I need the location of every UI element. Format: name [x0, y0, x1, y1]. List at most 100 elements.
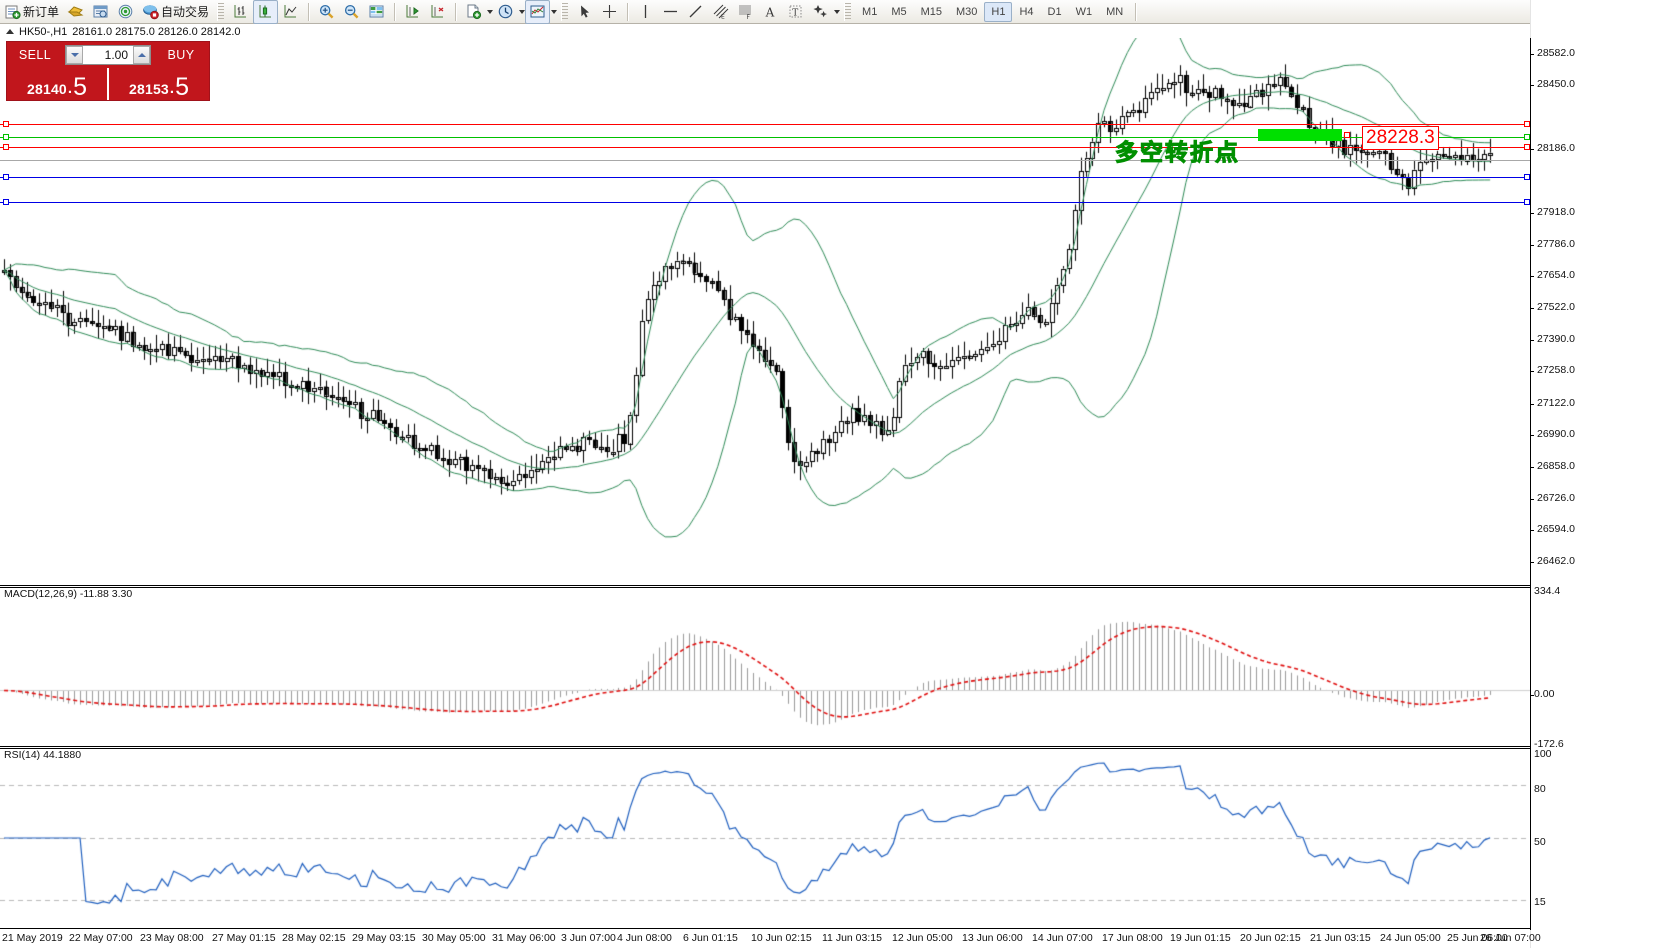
pivot-highlight-bar[interactable] — [1258, 129, 1342, 141]
volume-increase-button[interactable] — [133, 46, 150, 64]
equidistant-channel-button[interactable]: E — [708, 0, 733, 24]
chart-shift-button[interactable] — [400, 0, 425, 24]
buy-price-fraction: 5 — [175, 73, 189, 101]
timeframe-m5[interactable]: M5 — [891, 5, 907, 18]
text-label-icon: T — [789, 5, 802, 19]
callout-handle[interactable] — [1344, 132, 1350, 138]
indicators-button[interactable] — [525, 0, 551, 24]
trendline-button[interactable] — [683, 0, 708, 24]
fibonacci-icon: F — [739, 5, 752, 20]
period-button[interactable] — [493, 0, 518, 24]
price-tick — [1531, 371, 1534, 373]
chart-grid-button[interactable] — [364, 0, 389, 24]
chart-shift-icon — [406, 5, 419, 18]
sell-button[interactable]: 28140 . 5 — [7, 68, 109, 100]
volume-value[interactable]: 1.00 — [104, 48, 128, 62]
fibonacci-button[interactable]: F — [733, 0, 758, 24]
horizontal-line-button[interactable] — [658, 0, 683, 24]
level-handle-27955-right[interactable] — [1524, 199, 1530, 205]
timeframe-mn[interactable]: MN — [1106, 5, 1124, 18]
price-tick — [1531, 562, 1534, 563]
price-tick — [1531, 85, 1534, 87]
macd-indicator-label: MACD(12,26,9) -11.88 3.30 — [4, 588, 133, 600]
level-handle-27955-left[interactable] — [3, 199, 9, 205]
cursor-icon — [581, 5, 590, 18]
period-dropdown-caret[interactable] — [519, 9, 526, 14]
sell-price-fraction: 5 — [73, 73, 87, 101]
chart-ohlc-values: 28161.0 28175.0 28126.0 28142.0 — [72, 25, 241, 38]
buy-label[interactable]: BUY — [167, 48, 195, 62]
pivot-line-28228[interactable] — [0, 137, 1530, 138]
zoom-out-button[interactable] — [339, 0, 364, 24]
crosshair-button[interactable] — [597, 0, 622, 24]
buy-button[interactable]: 28153 . 5 — [109, 68, 209, 100]
resistance-line-28400[interactable] — [0, 124, 1530, 125]
toolbar-divider — [308, 2, 310, 21]
timeframe-w1[interactable]: W1 — [1075, 5, 1093, 18]
volume-decrease-button[interactable] — [66, 46, 83, 64]
level-handle-28067-left[interactable] — [3, 174, 9, 180]
zoom-in-button[interactable] — [314, 0, 339, 24]
time-axis-label: 3 Jun 07:00 — [561, 932, 616, 944]
price-tick — [1531, 498, 1534, 500]
one-click-trading-panel[interactable]: SELL 1.00 BUY 28140 . 5 28153 . 5 — [6, 41, 210, 101]
text-label-button[interactable]: T — [783, 0, 808, 24]
shapes-dropdown-caret[interactable] — [834, 9, 841, 14]
text-button[interactable]: A — [758, 0, 783, 24]
timeframe-d1[interactable]: D1 — [1047, 5, 1062, 18]
signals-button[interactable] — [113, 0, 138, 24]
volume-stepper[interactable]: 1.00 — [65, 45, 151, 65]
price-scale-panel[interactable] — [1530, 0, 1661, 948]
chart-area[interactable]: MACD(12,26,9) -11.88 3.30 RSI(14) 44.188… — [0, 38, 1661, 930]
macd-tick-label: -172.6 — [1534, 738, 1564, 750]
templates-button[interactable] — [461, 0, 486, 24]
bar-chart-icon — [234, 5, 247, 18]
indicators-dropdown-caret[interactable] — [551, 9, 558, 14]
new-order-label: 新订单 — [23, 5, 60, 19]
price-tick-label: 26858.0 — [1537, 460, 1575, 473]
templates-dropdown-caret[interactable] — [487, 9, 494, 14]
support-line-27955[interactable] — [0, 202, 1530, 203]
time-axis-label: 29 May 03:15 — [352, 932, 416, 944]
chart-canvas[interactable] — [0, 38, 1661, 930]
shapes-button[interactable] — [808, 0, 833, 24]
timeframe-m15[interactable]: M15 — [920, 5, 942, 18]
period-icon — [498, 4, 513, 19]
text-icon: A — [765, 6, 775, 20]
price-tick-label: 26594.0 — [1537, 523, 1575, 536]
pivot-annotation-text[interactable]: 多空转折点 — [1115, 140, 1240, 167]
auto-trading-button[interactable]: 自动交易 — [138, 0, 213, 24]
collapse-triangle-icon[interactable] — [6, 29, 14, 34]
line-chart-button[interactable] — [278, 0, 303, 24]
timeframe-m30[interactable]: M30 — [956, 5, 978, 18]
level-handle-28400-right[interactable] — [1524, 121, 1530, 127]
expert-advisors-button[interactable] — [63, 0, 88, 24]
auto-scroll-button[interactable] — [425, 0, 450, 24]
price-tick-label: 28582.0 — [1537, 46, 1575, 59]
level-handle-28400-left[interactable] — [3, 121, 9, 127]
level-handle-28308-left[interactable] — [3, 144, 9, 150]
bar-chart-button[interactable] — [228, 0, 253, 24]
timeframe-h4[interactable]: H4 — [1019, 5, 1034, 18]
sell-label[interactable]: SELL — [18, 48, 52, 62]
level-handle-28308-right[interactable] — [1524, 144, 1530, 150]
resistance-line-28308[interactable] — [0, 147, 1530, 148]
level-handle-28228-left[interactable] — [3, 134, 9, 140]
new-order-button[interactable]: 新订单 — [0, 0, 63, 24]
data-window-button[interactable] — [88, 0, 113, 24]
expert-advisors-icon — [67, 6, 84, 17]
timeframe-m1[interactable]: M1 — [862, 5, 878, 18]
level-handle-28228-right[interactable] — [1524, 134, 1530, 140]
pivot-callout-box[interactable]: 28228.3 — [1362, 126, 1439, 150]
vertical-line-button[interactable] — [633, 0, 658, 24]
trendline-icon — [689, 5, 702, 18]
price-tick — [1531, 403, 1534, 405]
cursor-button[interactable] — [572, 0, 597, 24]
candlestick-chart-button[interactable] — [253, 0, 279, 24]
timeframe-h1[interactable]: H1 — [984, 1, 1013, 22]
price-tick-label: 27654.0 — [1537, 269, 1575, 282]
support-line-28067[interactable] — [0, 177, 1530, 178]
level-handle-28067-right[interactable] — [1524, 174, 1530, 180]
price-tick — [1531, 339, 1534, 341]
time-axis[interactable]: 21 May 2019 22 May 07:00 23 May 08:00 27 Ma… — [0, 930, 1661, 948]
